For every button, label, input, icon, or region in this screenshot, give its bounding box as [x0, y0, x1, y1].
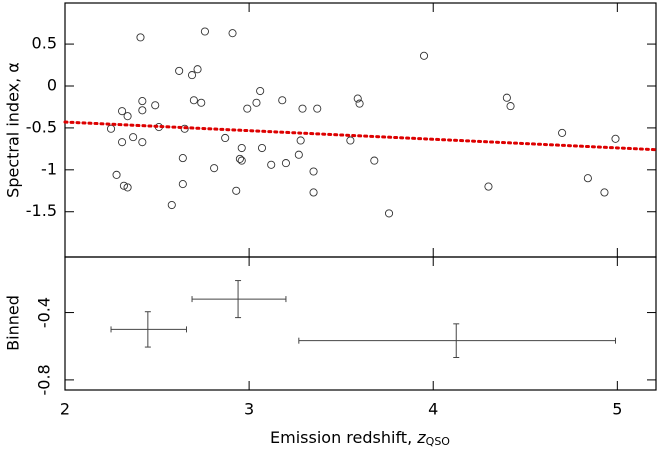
data-point: [167, 200, 176, 210]
data-point: [200, 27, 209, 36]
plot-frame: [64, 256, 657, 391]
data-point: [419, 51, 429, 60]
data-point: [138, 138, 147, 147]
data-point: [256, 86, 265, 96]
data-point: [294, 150, 303, 159]
data-point: [138, 106, 147, 115]
data-point: [296, 136, 305, 145]
y-axis-label: Spectral index, α: [4, 62, 23, 198]
data-point: [178, 180, 187, 189]
data-point: [235, 154, 244, 163]
x-axis-label-var: z: [416, 428, 426, 447]
y-tick-label: -1.5: [26, 201, 57, 220]
data-point: [237, 143, 246, 153]
data-point: [583, 174, 592, 183]
data-point: [558, 128, 567, 137]
y-tick-label: -1: [41, 159, 57, 178]
data-point: [355, 99, 364, 108]
data-point: [187, 71, 197, 80]
data-point: [106, 124, 116, 133]
data-point: [189, 96, 198, 105]
y-tick-label: 0.5: [32, 34, 57, 53]
data-point: [506, 102, 515, 111]
data-point: [370, 156, 379, 165]
data-point: [118, 138, 127, 147]
fit-line: [63, 120, 658, 152]
x-tick-label: 4: [428, 400, 438, 419]
data-point: [484, 182, 493, 191]
x-axis-label-sub: QSO: [426, 435, 451, 448]
y-tick-label: -0.8: [35, 364, 54, 395]
data-point: [123, 112, 132, 121]
data-point: [237, 156, 246, 165]
y-tick-label: -0.5: [26, 117, 57, 136]
data-point: [346, 136, 355, 145]
data-point: [267, 160, 276, 169]
data-point: [309, 188, 318, 197]
data-point: [175, 66, 184, 75]
data-point: [353, 94, 362, 103]
data-point: [228, 29, 237, 38]
data-point: [232, 186, 241, 195]
data-point: [178, 154, 187, 163]
data-point: [151, 101, 160, 110]
data-point: [129, 133, 138, 142]
data-point: [118, 107, 127, 116]
data-point: [138, 97, 147, 106]
data-point: [123, 183, 132, 192]
y-tick-label: -0.4: [35, 297, 54, 328]
data-point: [600, 188, 609, 197]
data-point: [243, 104, 252, 113]
data-point: [112, 170, 121, 179]
plot-frame: [64, 2, 657, 258]
data-point: [193, 65, 202, 74]
x-tick-label: 2: [60, 400, 70, 419]
data-point: [119, 181, 128, 190]
data-point: [136, 33, 145, 42]
x-axis-label: Emission redshift, zQSO: [270, 428, 450, 449]
data-point: [257, 143, 267, 153]
x-tick-label: 5: [612, 400, 622, 419]
data-point: [384, 209, 394, 218]
data-point: [298, 104, 307, 113]
data-point: [611, 134, 620, 143]
data-point: [210, 164, 219, 173]
data-point: [221, 133, 230, 143]
data-point: [197, 98, 206, 107]
data-point: [278, 96, 287, 105]
data-point: [309, 167, 318, 176]
data-point: [502, 93, 511, 102]
y-axis-label: Binned: [4, 295, 23, 351]
data-point: [281, 159, 290, 168]
x-axis-label-text: Emission redshift,: [270, 428, 417, 447]
x-tick-label: 3: [244, 400, 254, 419]
data-point: [313, 104, 322, 113]
y-tick-label: 0: [47, 75, 57, 94]
data-point: [252, 98, 261, 107]
